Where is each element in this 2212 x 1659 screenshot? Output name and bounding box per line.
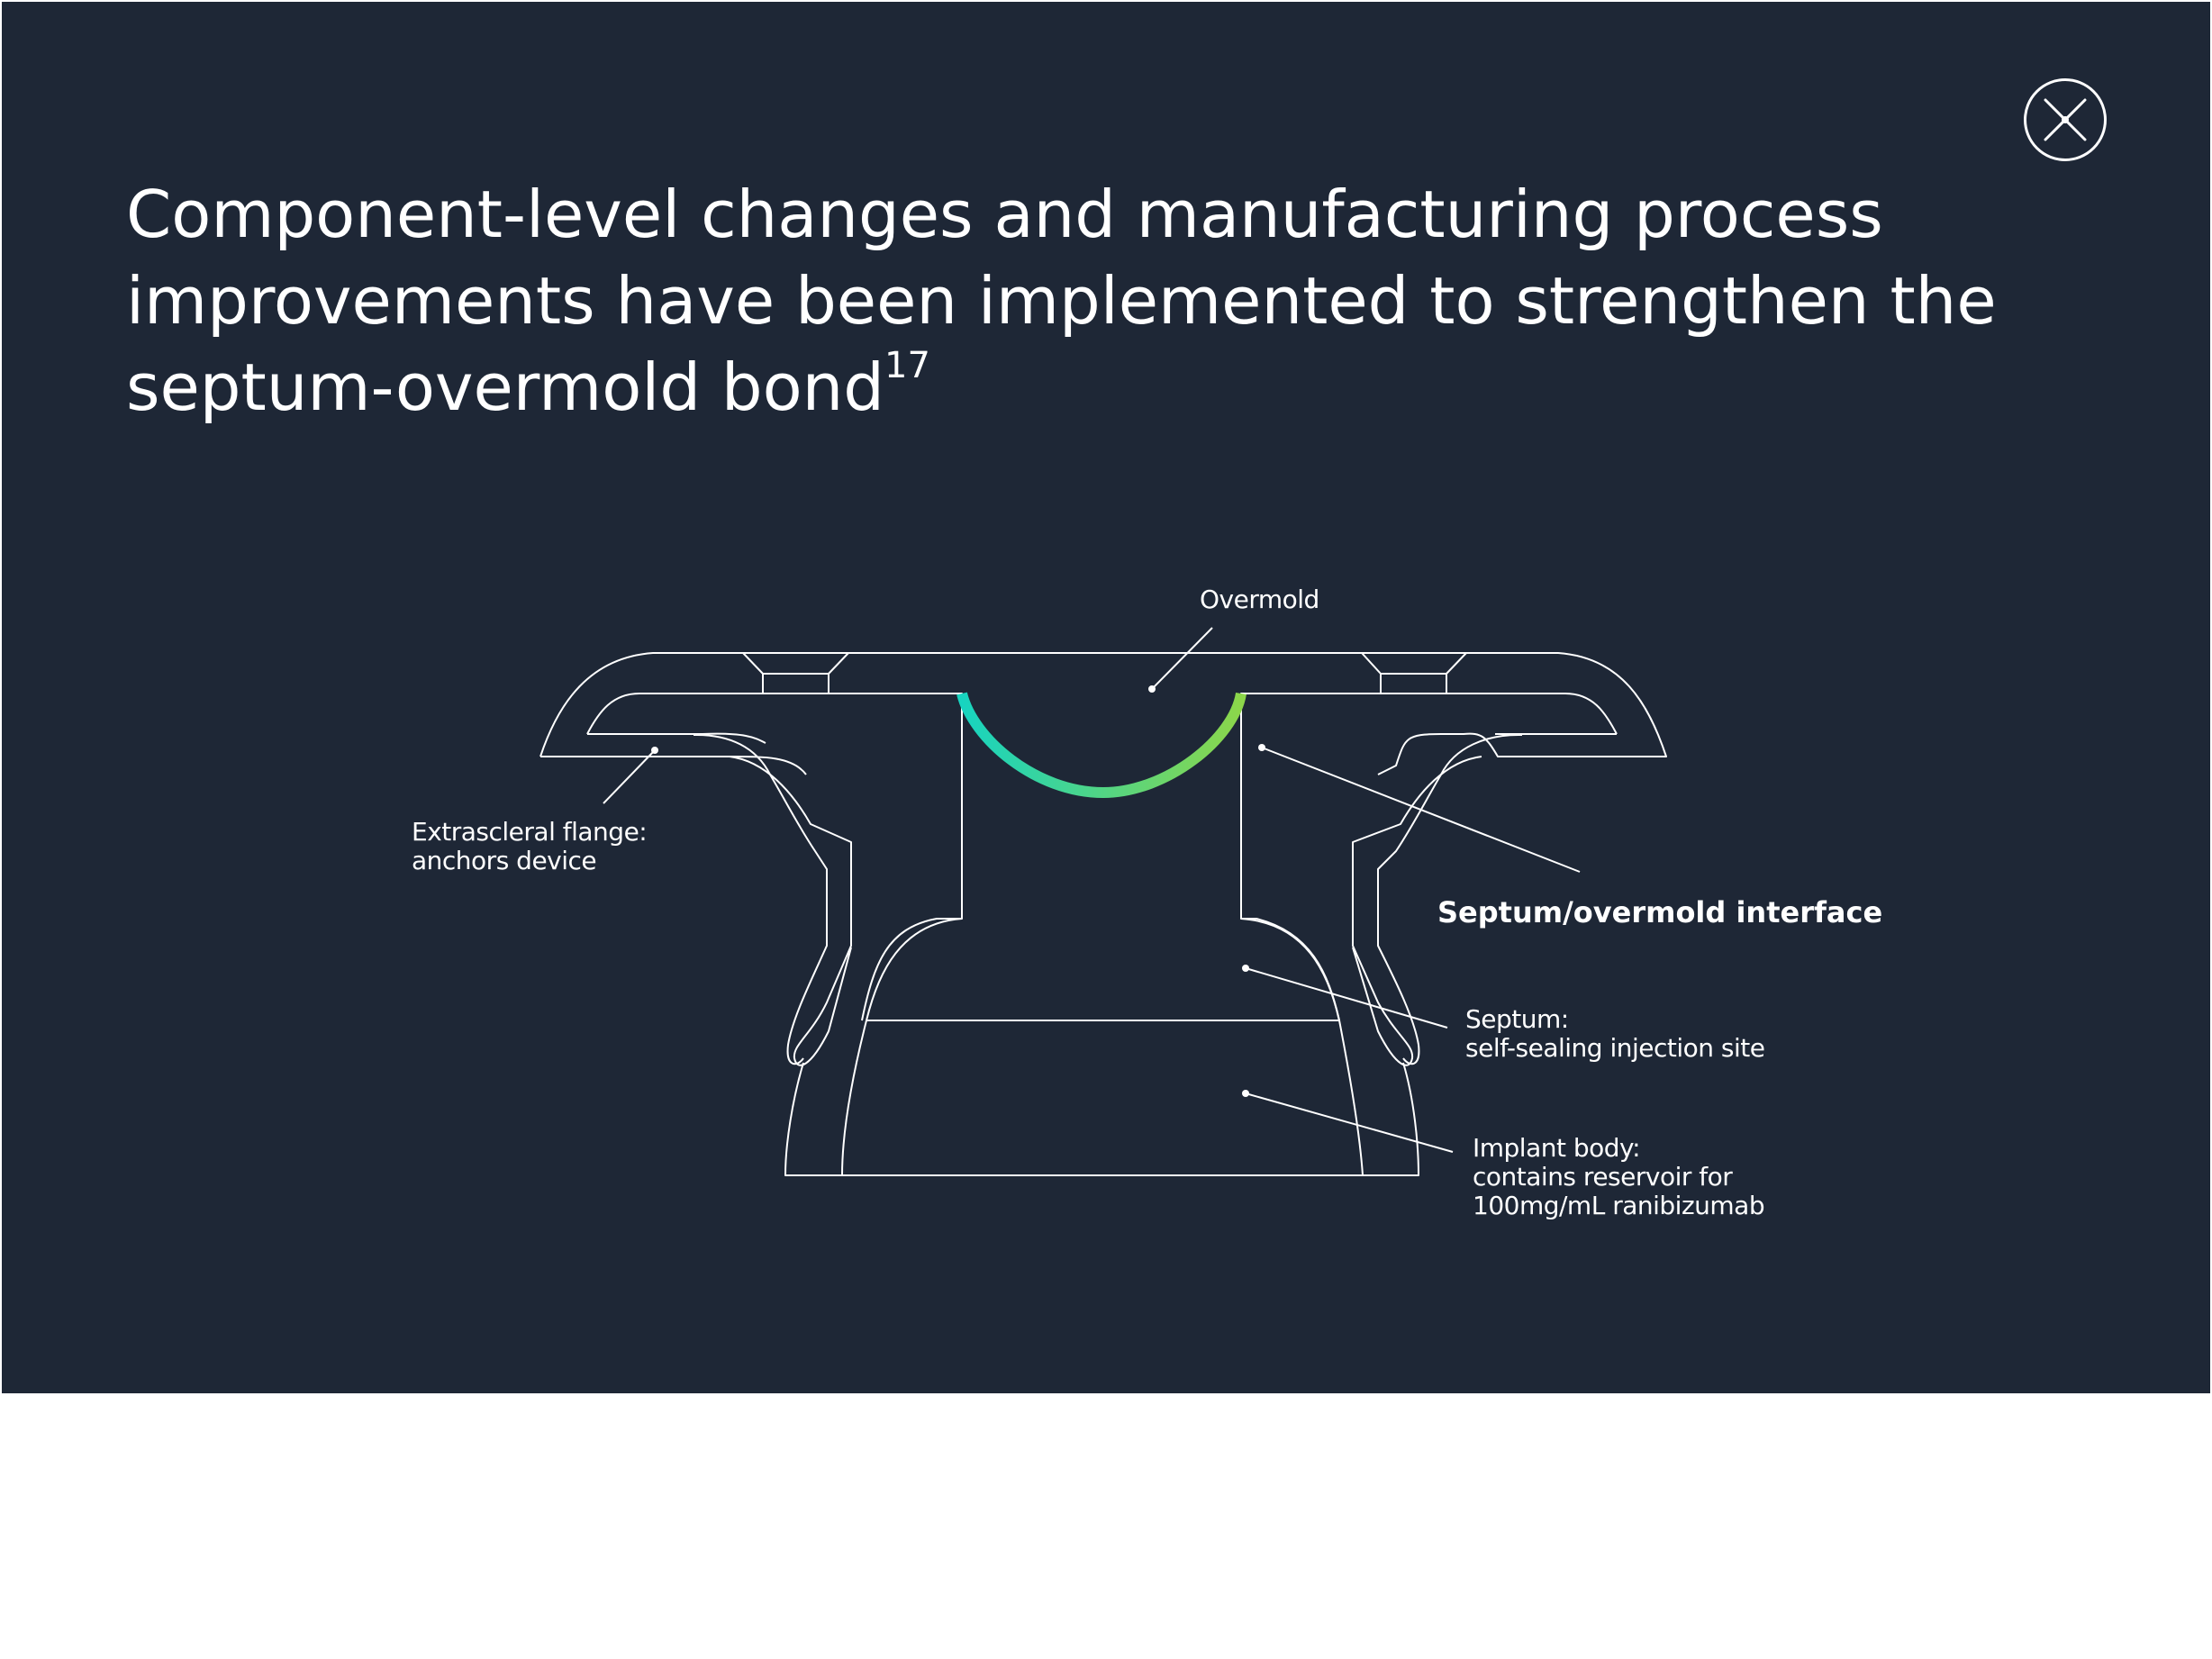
modal-panel: Component-level changes and manufacturin… <box>2 2 2210 1393</box>
overmold-dot <box>1148 685 1156 693</box>
title-text: Component-level changes and manufacturin… <box>126 177 1997 425</box>
flange-label-line-1: Extrascleral flange: <box>412 817 648 847</box>
implant-cross-section-diagram <box>539 627 1667 1176</box>
septum-label-line-1: Septum: <box>1465 1004 1569 1034</box>
interface-dot <box>1258 744 1265 751</box>
flange-dot <box>651 747 658 754</box>
right-notch <box>1361 652 1467 694</box>
septum-leader <box>1245 967 1448 1029</box>
septum-overmold-interface-highlight <box>956 692 1247 799</box>
implant-body-outline <box>841 1020 1364 1176</box>
title-footnote-ref: 17 <box>884 345 930 386</box>
left-arm-outer <box>729 756 852 1066</box>
overmold-outline <box>539 652 1667 775</box>
implant-body-label-line-1: Implant body: <box>1473 1133 1641 1163</box>
implant-body-dot <box>1242 1090 1249 1097</box>
overmold-leader <box>1151 627 1213 690</box>
flange-label-line-2: anchors device <box>412 846 597 875</box>
overmold-inner-left <box>586 693 963 1021</box>
left-arm-inner <box>693 733 828 1065</box>
overmold-label: Overmold <box>1200 585 1319 614</box>
septum-outline <box>866 918 1340 1021</box>
overmold-inner-left-shoulder <box>587 732 766 744</box>
overmold-inner-right <box>1240 693 1618 1021</box>
septum-label-line-2: self-sealing injection site <box>1465 1033 1765 1063</box>
page-title: Component-level changes and manufacturin… <box>126 171 2017 431</box>
right-arm-inner <box>1377 733 1523 1065</box>
flange-label: Extrascleral flange: anchors device <box>412 817 648 875</box>
right-arm-outer <box>1352 756 1482 1066</box>
flange-leader <box>603 749 656 804</box>
interface-leader <box>1261 747 1581 873</box>
implant-body-label-line-3: 100mg/mL ranibizumab <box>1473 1191 1765 1220</box>
septum-label: Septum: self-sealing injection site <box>1465 1005 1765 1063</box>
implant-body-leader <box>1245 1092 1454 1153</box>
septum-dot <box>1242 965 1249 972</box>
left-notch <box>742 652 849 694</box>
close-icon <box>2044 98 2087 141</box>
close-button[interactable] <box>2024 78 2107 161</box>
implant-body-outer <box>784 1062 1419 1176</box>
implant-body-label-line-2: contains reservoir for <box>1473 1162 1733 1192</box>
implant-body-label: Implant body: contains reservoir for 100… <box>1473 1133 1765 1220</box>
interface-label: Septum/overmold interface <box>1437 895 1883 929</box>
